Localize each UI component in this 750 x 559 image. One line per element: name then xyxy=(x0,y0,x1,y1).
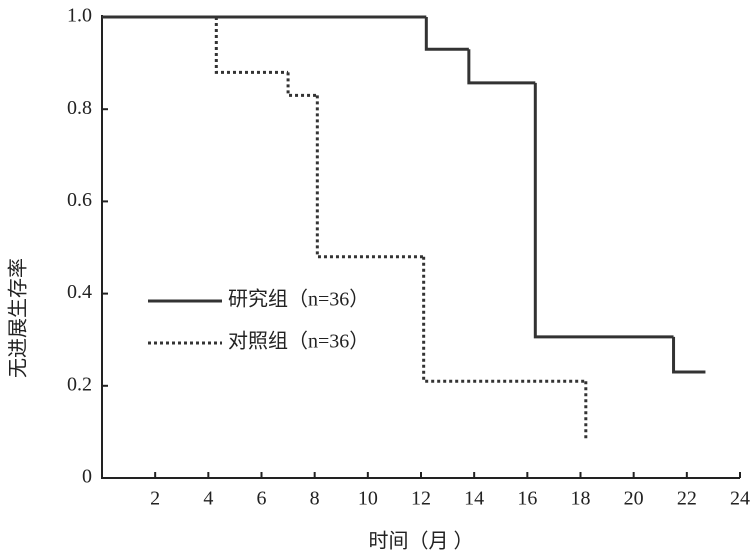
axes xyxy=(101,15,740,479)
survival-step xyxy=(533,82,674,339)
survival-step xyxy=(422,256,586,383)
survival-step xyxy=(315,95,424,259)
survival-step xyxy=(286,72,318,97)
y-tick-label: 0.2 xyxy=(67,373,92,395)
y-tick-label: 1.0 xyxy=(67,5,92,27)
x-tick-label: 8 xyxy=(310,488,320,510)
y-tick-label: 0.4 xyxy=(67,281,92,303)
survival-step xyxy=(467,49,536,85)
x-tick-label: 24 xyxy=(730,488,750,510)
x-tick-label: 4 xyxy=(203,488,213,510)
x-tick-label: 16 xyxy=(517,488,537,510)
y-axis-label: 无进展生存率 xyxy=(7,258,30,378)
x-tick-label: 12 xyxy=(411,488,431,510)
legend-label: 研究组（n=36） xyxy=(228,288,369,311)
survival-step xyxy=(424,17,469,51)
x-tick-label: 2 xyxy=(150,488,160,510)
x-tick-label: 14 xyxy=(464,488,484,510)
x-tick-label: 22 xyxy=(677,488,697,510)
legend-label: 对照组（n=36） xyxy=(228,330,369,353)
survival-step xyxy=(672,336,706,374)
y-tick-label: 0 xyxy=(82,466,92,488)
x-tick-label: 18 xyxy=(571,488,591,510)
x-axis-label: 时间（月 ） xyxy=(369,530,474,553)
survival-step xyxy=(214,17,289,74)
y-tick-label: 0.6 xyxy=(67,189,92,211)
y-tick-label: 0.8 xyxy=(67,97,92,119)
x-tick-label: 10 xyxy=(358,488,378,510)
x-tick-label: 6 xyxy=(257,488,267,510)
x-tick-label: 20 xyxy=(624,488,644,510)
